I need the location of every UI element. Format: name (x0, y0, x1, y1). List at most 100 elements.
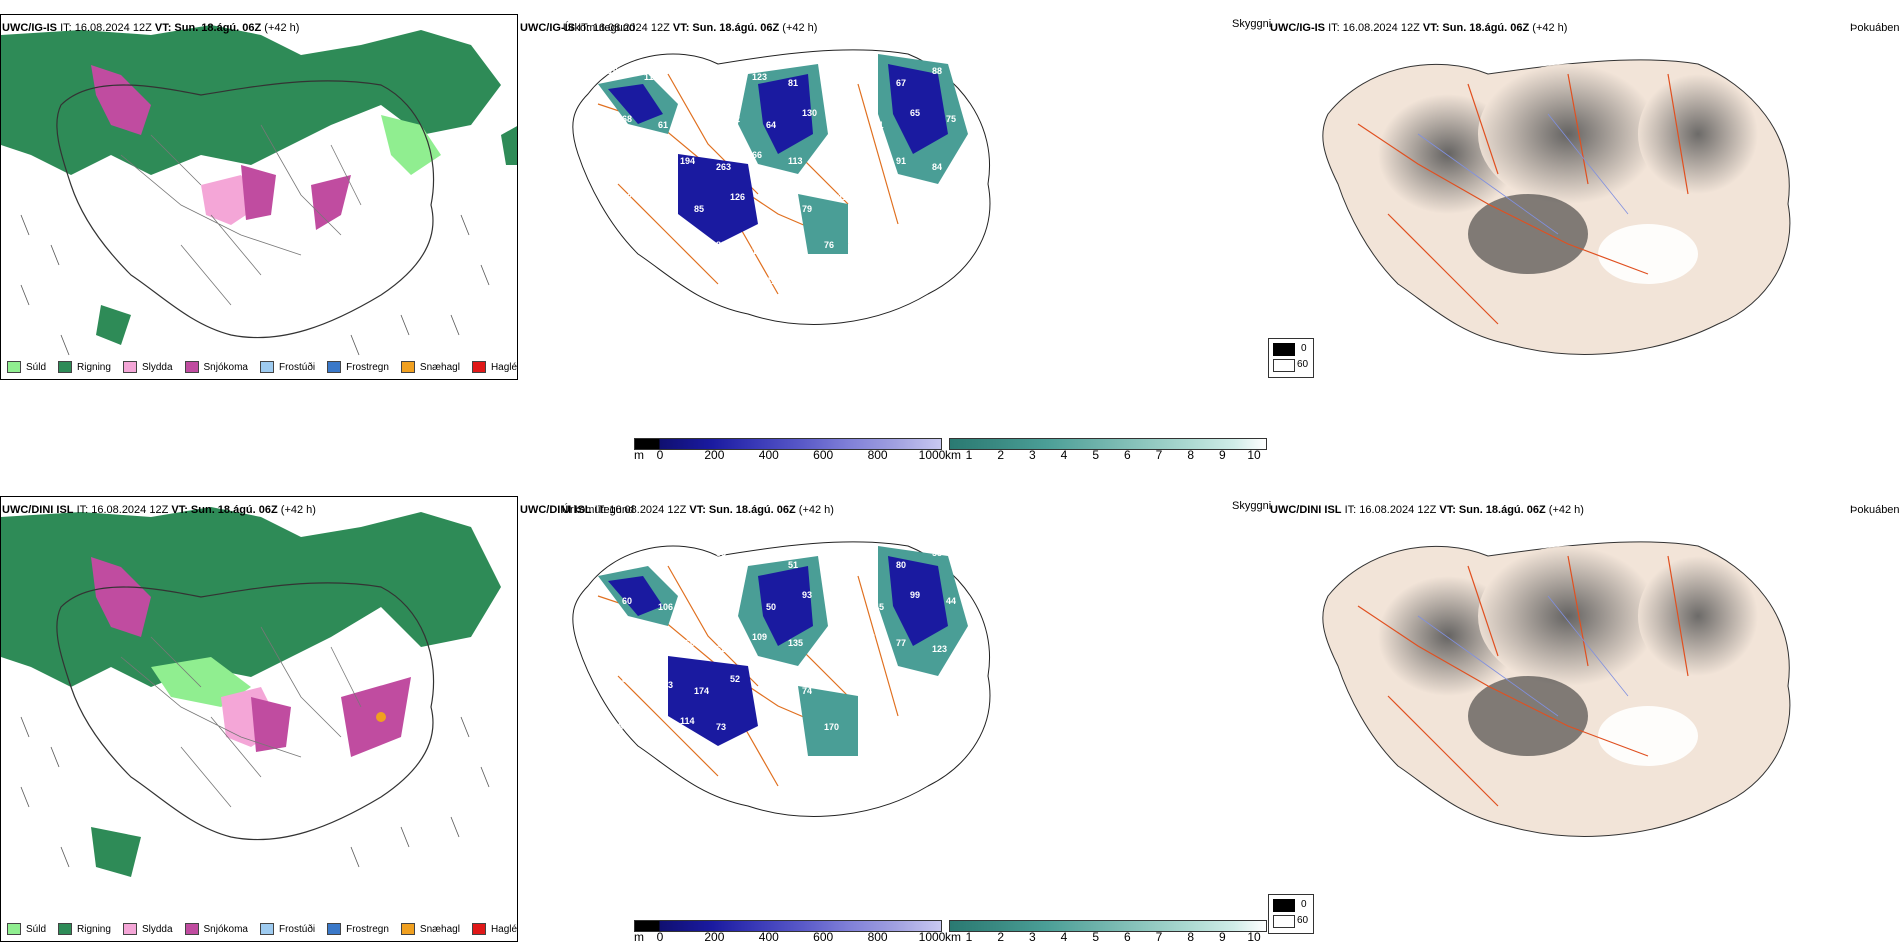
legend-label: Frostregn (346, 923, 389, 935)
ceiling-value-label: 79 (802, 204, 812, 214)
ceiling-value-label: 90 (946, 192, 956, 202)
ceiling-value-label: 82 (622, 192, 632, 202)
ceiling-value-label: 395 (608, 240, 623, 250)
ceiling-value-label: 103 (658, 680, 673, 690)
legend-item: Slydda (122, 361, 173, 373)
colorbar-tick: 600 (813, 930, 834, 944)
fog-panel-row2: 0 60 (1268, 496, 1900, 936)
legend-item: Haglél (471, 361, 517, 373)
legend-item: Rigning (58, 923, 111, 935)
colorbar-tick: 4 (1060, 930, 1068, 944)
visibility-unit-row2: km (945, 930, 961, 944)
legend-item: Rigning (58, 361, 111, 373)
ceiling-value-label: 120 (838, 288, 853, 298)
ceiling-value-label: 95 (608, 548, 618, 558)
init-time: IT: 16.08.2024 12Z (1328, 22, 1420, 34)
colorbar-tick: 3 (1028, 930, 1036, 944)
colorbar-tick: 400 (758, 448, 779, 462)
lead-time: (+42 h) (264, 22, 300, 34)
ceiling-value-label: 89 (730, 596, 740, 606)
valid-time: VT: Sun. 18.ágú. 06Z (171, 504, 278, 516)
valid-time: VT: Sun. 18.ágú. 06Z (672, 22, 780, 34)
ceiling-value-label: 91 (694, 590, 704, 600)
ceiling-value-label: 79 (680, 560, 690, 570)
ceiling-value-label: 74 (824, 644, 834, 654)
legend-swatch (400, 361, 415, 373)
ceiling-value-label: 67 (896, 78, 906, 88)
legend-label: Frostúði (278, 361, 316, 373)
precip-title-row1: Úrkomutegund (562, 22, 635, 34)
ceiling-value-label: 126 (730, 192, 745, 202)
ceiling-value-label: 60 (622, 596, 632, 606)
ceiling-map-row2: 95 93 79 83 67 51 100 71 80 58 60 106 91 89 50 93 79 45 99… (572, 541, 991, 817)
legend-item: Súld (7, 923, 46, 935)
legend-item: Haglél (471, 923, 518, 935)
colorbar-tick: 9 (1218, 930, 1226, 944)
ceiling-value-label: 48 (860, 246, 870, 256)
precip-header-row2: UWC/DINI ISL IT: 16.08.2024 12Z VT: Sun.… (2, 503, 316, 517)
ceiling-value-label: 91 (896, 156, 906, 166)
ceiling-value-label: 83 (680, 78, 690, 88)
ceiling-value-label: 80 (896, 560, 906, 570)
legend-swatch (184, 361, 199, 373)
colorbar-tick: 1000 (918, 930, 946, 944)
ceiling-value-label: 93 (644, 554, 654, 564)
ceiling-value-label: 160 (680, 638, 695, 648)
ceiling-value-label: 119 (838, 192, 853, 202)
precip-header-row1: UWC/IG-IS IT: 16.08.2024 12Z VT: Sun. 18… (2, 21, 299, 35)
ceiling-unit-row1: m (634, 448, 644, 462)
fog-panel-row1: 0 60 (1268, 14, 1900, 454)
lead-time: (+42 h) (280, 504, 316, 516)
colorbar-tick: 6 (1123, 930, 1131, 944)
ceiling-value-label: 64 (766, 120, 776, 130)
ceiling-header-row1: UWC/IG-IS IT: 16.08.2024 12Z VT: Sun. 18… (520, 21, 817, 35)
ceiling-value-label: 55 (932, 240, 942, 250)
ceiling-value-label: 79 (644, 150, 654, 160)
legend-item: Frostúði (259, 923, 315, 935)
ceiling-value-label: 104 (716, 66, 731, 76)
colorbar-tick: 800 (867, 448, 888, 462)
legend-label: Haglél (490, 923, 518, 935)
ceiling-value-label: 103 (824, 66, 839, 76)
ceiling-value-label: 45 (694, 108, 704, 118)
legend-swatch (471, 923, 486, 935)
legend-swatch (259, 361, 274, 373)
ceiling-value-label: 122 (694, 282, 709, 292)
ceiling-value-label: 77 (932, 722, 942, 732)
model-name: UWC/IG-IS (520, 22, 575, 34)
colorbar-tick: 5 (1092, 448, 1099, 462)
legend-label: Súld (26, 923, 47, 935)
legend-item: Snjókoma (184, 361, 248, 373)
ceiling-value-label: 96 (874, 198, 884, 208)
ceiling-value-label: 170 (824, 722, 839, 732)
fog-low-label: 0 (1301, 343, 1307, 354)
colorbar-tick: 9 (1218, 448, 1226, 462)
colorbar-tick: 800 (867, 930, 888, 944)
colorbar-tick: 10 (1247, 930, 1261, 944)
precip-title-row2: Úrkomutegund (562, 504, 635, 516)
valid-time: VT: Sun. 18.ágú. 06Z (1422, 22, 1530, 34)
ceiling-colorbar-row1 (634, 438, 942, 450)
fog-header-row2: UWC/DINI ISL IT: 16.08.2024 12Z VT: Sun.… (1270, 503, 1584, 517)
init-time: IT: 16.08.2024 12Z (76, 504, 169, 516)
ceiling-value-label: 79 (766, 198, 776, 208)
ceiling-value-label: 102 (608, 66, 623, 76)
valid-time: VT: Sun. 18.ágú. 06Z (1439, 504, 1546, 516)
visibility-unit-row1: km (945, 448, 961, 462)
lead-time: (+42 h) (1548, 504, 1584, 516)
ceiling-value-label: 76 (824, 240, 834, 250)
ceiling-value-label: 62 (730, 114, 740, 124)
fog-low-label: 0 (1301, 899, 1307, 910)
legend-item: Frostregn (327, 361, 389, 373)
fog-swatch-low (1273, 899, 1295, 912)
ceiling-value-label: 123 (932, 644, 947, 654)
ceiling-value-label: 150 (860, 72, 875, 82)
ceiling-value-label: 52 (896, 234, 906, 244)
fog-swatch-low (1273, 343, 1295, 356)
ceiling-value-label: 77 (896, 638, 906, 648)
colorbar-tick: 10 (1247, 448, 1261, 462)
ceiling-value-label: 31 (766, 276, 776, 286)
ceiling-value-label: 69 (608, 162, 618, 172)
ceiling-value-label: 62 (896, 716, 906, 726)
ceiling-value-label: 51 (838, 114, 848, 124)
